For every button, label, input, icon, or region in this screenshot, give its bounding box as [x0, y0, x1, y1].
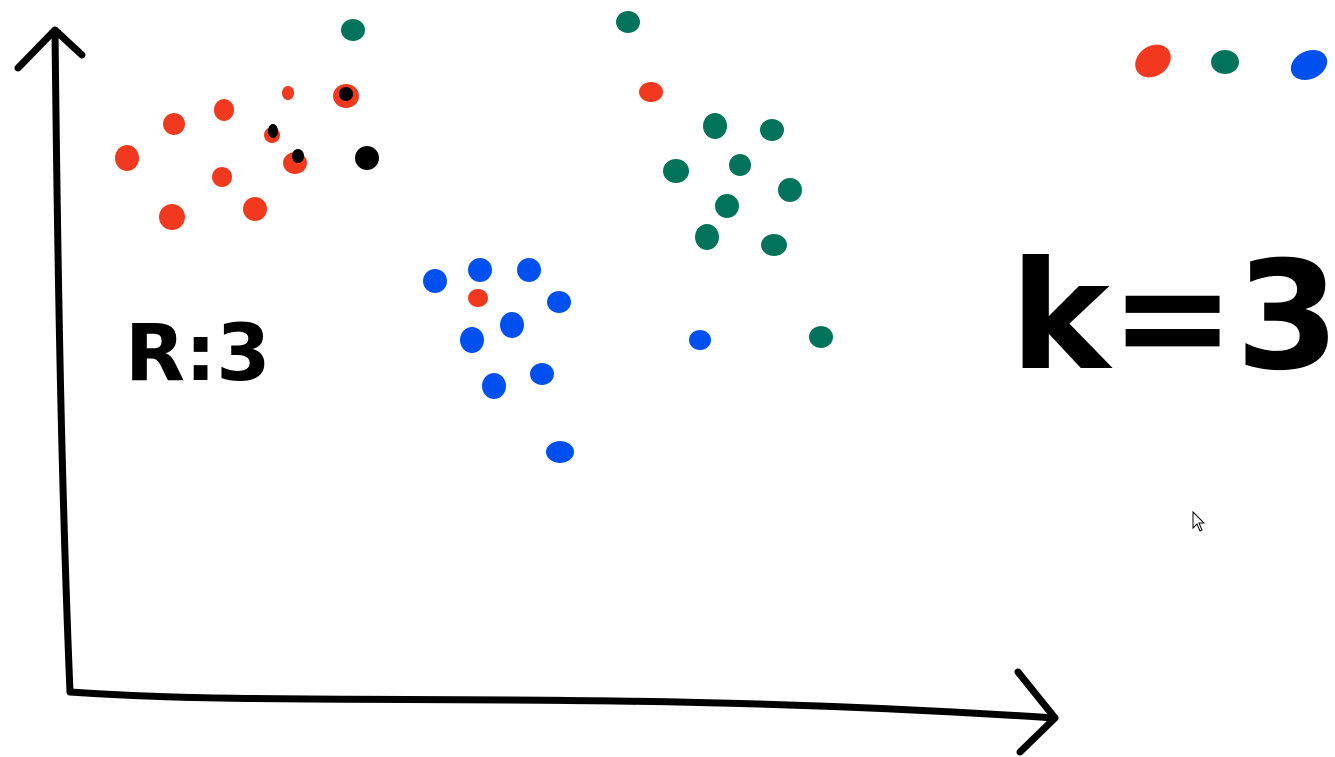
cursor [1192, 510, 1206, 532]
point [468, 289, 488, 307]
point [460, 327, 484, 353]
y-axis [51, 28, 74, 696]
point [282, 86, 294, 100]
point [663, 159, 689, 183]
point [703, 113, 727, 139]
point [809, 326, 833, 348]
point [268, 124, 278, 138]
point [500, 312, 524, 338]
point [546, 441, 574, 463]
point [715, 194, 739, 218]
green-points [341, 11, 833, 348]
point [212, 167, 232, 187]
point [761, 234, 787, 256]
right-label: k=3 [1010, 230, 1335, 404]
point [547, 291, 571, 313]
y-arrow [14, 26, 86, 72]
x-axis [66, 688, 1059, 722]
point [339, 87, 353, 101]
point [355, 146, 379, 170]
legend-dot [1211, 50, 1239, 74]
point [468, 258, 492, 282]
point [689, 330, 711, 350]
point [778, 178, 802, 202]
blue-points [423, 258, 711, 463]
black-points [268, 87, 379, 170]
point [341, 19, 365, 41]
axes [14, 26, 1059, 756]
point [729, 154, 751, 176]
point [616, 11, 640, 33]
legend-dot [1290, 49, 1328, 81]
point [517, 258, 541, 282]
left-label: R:3 [125, 309, 271, 399]
point [243, 197, 267, 221]
point [639, 82, 663, 102]
point [482, 373, 506, 399]
point [695, 224, 719, 250]
point [214, 99, 234, 121]
point [159, 204, 185, 230]
point [423, 269, 447, 293]
point [115, 145, 139, 171]
point [163, 113, 185, 135]
point [292, 149, 304, 163]
legend-dot [1135, 44, 1171, 78]
point [760, 119, 784, 141]
x-arrow [1014, 668, 1059, 756]
color-legend [1135, 44, 1328, 81]
point [530, 363, 554, 385]
